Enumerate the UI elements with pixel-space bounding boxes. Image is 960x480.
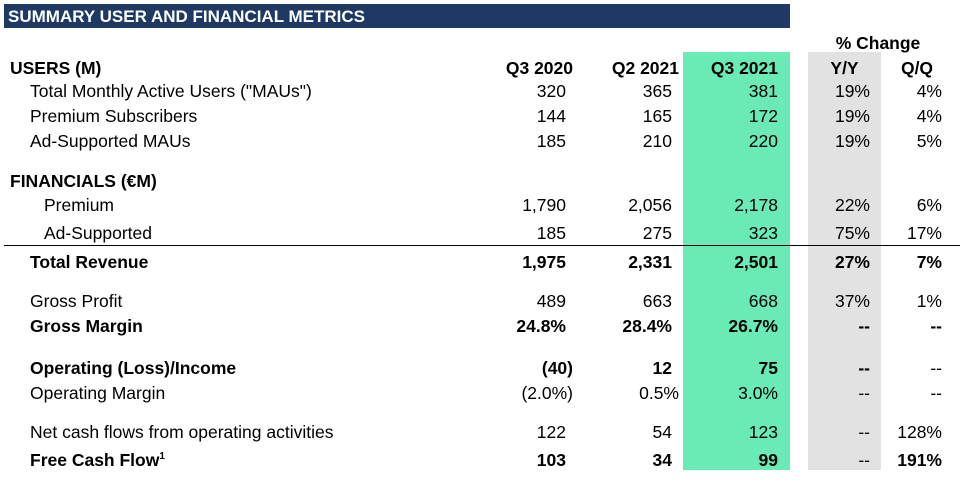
cell-premium-subscribers-qq: 4% <box>916 106 942 126</box>
cell-total-revenue-yy: 27% <box>834 252 870 272</box>
cell-gross-margin-yy: -- <box>858 316 870 336</box>
cell-operating-margin-yy: -- <box>858 383 870 403</box>
yy-column-highlight <box>808 52 881 470</box>
cell-total-maus-yy: 19% <box>834 81 870 101</box>
cell-total-maus-q2-2021: 365 <box>642 81 672 101</box>
cell-gross-margin-q3-2021: 26.7% <box>728 316 778 336</box>
cell-ad-supported-revenue-yy: 75% <box>834 223 870 243</box>
cell-operating-income-qq: -- <box>930 358 942 378</box>
cell-net-cash-flows-q2-2021: 54 <box>652 422 672 442</box>
cell-total-maus-q3-2020: 320 <box>536 81 566 101</box>
cell-premium-subscribers-q3-2020: 144 <box>536 106 566 126</box>
cell-free-cash-flow-qq: 191% <box>897 450 942 470</box>
col-header-q2-2021: Q2 2021 <box>611 58 679 78</box>
row-label-total-revenue: Total Revenue <box>30 252 149 272</box>
cell-free-cash-flow-yy: -- <box>858 450 870 470</box>
row-label-net-cash-flows: Net cash flows from operating activities <box>30 422 334 442</box>
row-label-total-maus: Total Monthly Active Users ("MAUs") <box>30 81 312 101</box>
cell-free-cash-flow-q3-2020: 103 <box>536 450 566 470</box>
cell-total-revenue-q2-2021: 2,331 <box>628 252 672 272</box>
cell-operating-income-q2-2021: 12 <box>652 358 672 378</box>
cell-ad-supported-revenue-q3-2021: 323 <box>748 223 778 243</box>
cell-gross-profit-qq: 1% <box>916 291 942 311</box>
cell-net-cash-flows-yy: -- <box>858 422 870 442</box>
row-label-free-cash-flow: Free Cash Flow1 <box>30 450 165 470</box>
cell-net-cash-flows-q3-2020: 122 <box>536 422 566 442</box>
table-title: SUMMARY USER AND FINANCIAL METRICS <box>4 4 790 28</box>
users-section-label: USERS (M) <box>10 58 102 78</box>
col-header-q3-2021: Q3 2021 <box>710 58 778 78</box>
cell-ad-supported-revenue-q3-2020: 185 <box>536 223 566 243</box>
row-label-premium-revenue: Premium <box>44 195 115 215</box>
cell-operating-income-yy: -- <box>858 358 870 378</box>
cell-net-cash-flows-q3-2021: 123 <box>748 422 778 442</box>
cell-gross-margin-q2-2021: 28.4% <box>622 316 672 336</box>
row-label-gross-margin: Gross Margin <box>30 316 143 336</box>
cell-operating-income-q3-2021: 75 <box>758 358 778 378</box>
cell-total-maus-qq: 4% <box>916 81 942 101</box>
cell-ad-supported-revenue-qq: 17% <box>906 223 942 243</box>
cell-gross-profit-q3-2021: 668 <box>748 291 778 311</box>
cell-gross-margin-q3-2020: 24.8% <box>516 316 566 336</box>
cell-operating-margin-q2-2021: 0.5% <box>639 383 679 403</box>
cell-ad-supported-maus-q3-2021: 220 <box>748 131 778 151</box>
row-label-operating-income: Operating (Loss)/Income <box>30 358 237 378</box>
cell-net-cash-flows-qq: 128% <box>897 422 942 442</box>
cell-ad-supported-maus-q2-2021: 210 <box>642 131 672 151</box>
row-label-ad-supported-revenue: Ad-Supported <box>44 223 152 243</box>
cell-gross-profit-yy: 37% <box>834 291 870 311</box>
cell-operating-income-q3-2020: (40) <box>541 358 573 378</box>
col-header-q3-2020: Q3 2020 <box>505 58 573 78</box>
cell-premium-revenue-qq: 6% <box>916 195 942 215</box>
cell-total-revenue-q3-2020: 1,975 <box>522 252 566 272</box>
row-label-premium-subscribers: Premium Subscribers <box>30 106 198 126</box>
cell-free-cash-flow-q2-2021: 34 <box>652 450 672 470</box>
cell-premium-revenue-yy: 22% <box>834 195 870 215</box>
col-header-yy: Y/Y <box>830 58 859 78</box>
cell-premium-revenue-q3-2020: 1,790 <box>522 195 566 215</box>
q3-2021-column-highlight <box>683 52 790 470</box>
footnote-marker: 1 <box>159 451 165 463</box>
cell-ad-supported-maus-q3-2020: 185 <box>536 131 566 151</box>
cell-premium-subscribers-yy: 19% <box>834 106 870 126</box>
row-label-gross-profit: Gross Profit <box>30 291 123 311</box>
cell-gross-profit-q3-2020: 489 <box>536 291 566 311</box>
cell-ad-supported-maus-yy: 19% <box>834 131 870 151</box>
cell-operating-margin-q3-2021: 3.0% <box>738 383 778 403</box>
cell-premium-revenue-q3-2021: 2,178 <box>734 195 778 215</box>
row-label-ad-supported-maus: Ad-Supported MAUs <box>30 131 191 151</box>
cell-ad-supported-maus-qq: 5% <box>916 131 942 151</box>
pct-change-header: % Change <box>835 33 921 53</box>
row-label-operating-margin: Operating Margin <box>30 383 166 403</box>
cell-total-maus-q3-2021: 381 <box>748 81 778 101</box>
cell-free-cash-flow-q3-2021: 99 <box>758 450 778 470</box>
cell-operating-margin-qq: -- <box>930 383 942 403</box>
cell-premium-revenue-q2-2021: 2,056 <box>628 195 672 215</box>
total-revenue-divider <box>4 245 960 246</box>
cell-operating-margin-q3-2020: (2.0%) <box>521 383 573 403</box>
cell-premium-subscribers-q2-2021: 165 <box>642 106 672 126</box>
cell-total-revenue-q3-2021: 2,501 <box>734 252 778 272</box>
cell-gross-margin-qq: -- <box>930 316 942 336</box>
cell-ad-supported-revenue-q2-2021: 275 <box>642 223 672 243</box>
cell-gross-profit-q2-2021: 663 <box>642 291 672 311</box>
cell-total-revenue-qq: 7% <box>916 252 942 272</box>
col-header-qq: Q/Q <box>900 58 934 78</box>
cell-premium-subscribers-q3-2021: 172 <box>748 106 778 126</box>
financials-section-label: FINANCIALS (€M) <box>10 171 157 191</box>
